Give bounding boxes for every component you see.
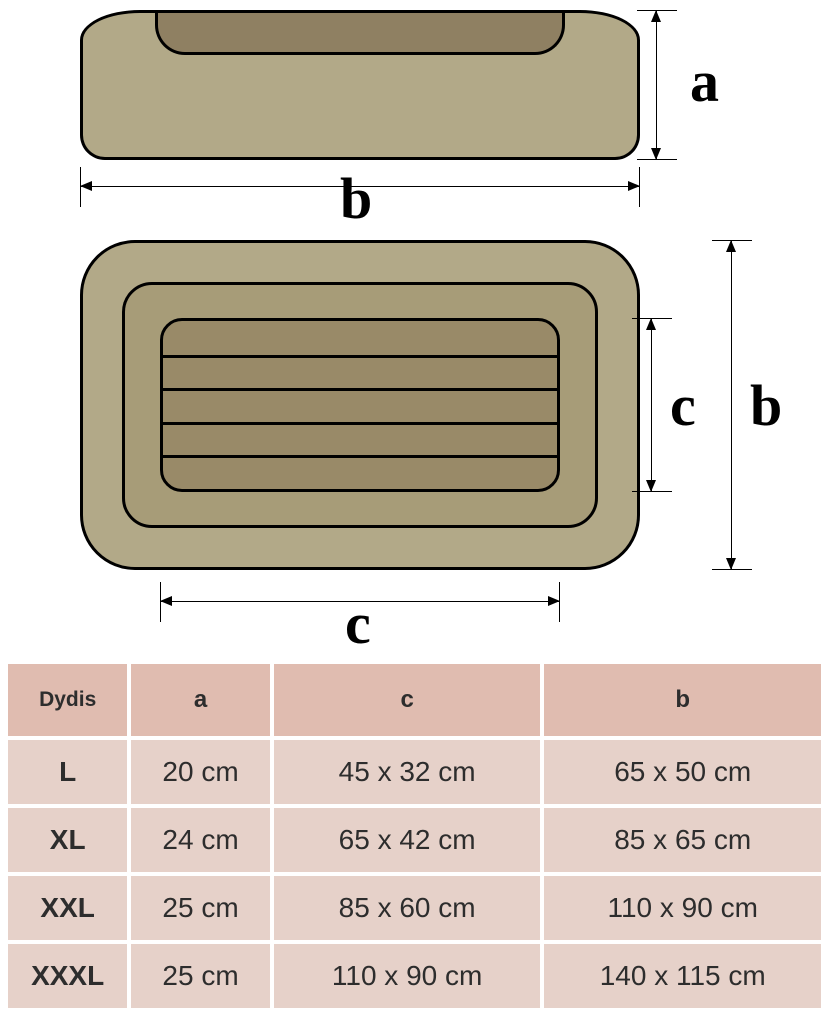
top-view xyxy=(80,240,640,570)
cell-size: XL xyxy=(8,808,127,872)
cell-c: 65 x 42 cm xyxy=(274,808,541,872)
top-sleeping-pad xyxy=(160,318,560,492)
pad-slat xyxy=(163,422,557,425)
dimension-label-b-vertical: b xyxy=(750,372,782,439)
cell-b: 65 x 50 cm xyxy=(544,740,821,804)
table-header-row: Dydis a c b xyxy=(8,664,821,736)
dimension-label-c-vertical: c xyxy=(670,372,696,439)
cell-a: 25 cm xyxy=(131,876,269,940)
dimension-b-vertical xyxy=(730,240,732,570)
cell-a: 25 cm xyxy=(131,944,269,1008)
cell-c: 85 x 60 cm xyxy=(274,876,541,940)
cell-a: 20 cm xyxy=(131,740,269,804)
cell-c: 110 x 90 cm xyxy=(274,944,541,1008)
dimension-c-vertical xyxy=(650,318,652,492)
cell-a: 24 cm xyxy=(131,808,269,872)
table-row: XXXL25 cm110 x 90 cm140 x 115 cm xyxy=(8,944,821,1008)
col-header-c: c xyxy=(274,664,541,736)
cell-size: XXXL xyxy=(8,944,127,1008)
side-view xyxy=(80,10,640,160)
dimension-label-c-horizontal: c xyxy=(345,590,371,657)
cell-size: XXL xyxy=(8,876,127,940)
table-row: L20 cm45 x 32 cm65 x 50 cm xyxy=(8,740,821,804)
col-header-b: b xyxy=(544,664,821,736)
dimension-a xyxy=(655,10,657,160)
cell-size: L xyxy=(8,740,127,804)
table-row: XXL25 cm85 x 60 cm110 x 90 cm xyxy=(8,876,821,940)
dimension-label-b-side: b xyxy=(340,165,372,232)
cell-b: 140 x 115 cm xyxy=(544,944,821,1008)
pad-slat xyxy=(163,355,557,358)
col-header-a: a xyxy=(131,664,269,736)
pad-slat xyxy=(163,388,557,391)
size-table: Dydis a c b L20 cm45 x 32 cm65 x 50 cmXL… xyxy=(4,660,825,1012)
cell-c: 45 x 32 cm xyxy=(274,740,541,804)
diagram-canvas: a b c b c Dydis a c b L20 cm45 x 32 cm65… xyxy=(0,0,829,1024)
cell-b: 110 x 90 cm xyxy=(544,876,821,940)
pad-slat xyxy=(163,455,557,458)
side-inner-recess xyxy=(155,13,565,55)
cell-b: 85 x 65 cm xyxy=(544,808,821,872)
table-row: XL24 cm65 x 42 cm85 x 65 cm xyxy=(8,808,821,872)
dimension-label-a: a xyxy=(690,48,719,115)
col-header-size: Dydis xyxy=(8,664,127,736)
